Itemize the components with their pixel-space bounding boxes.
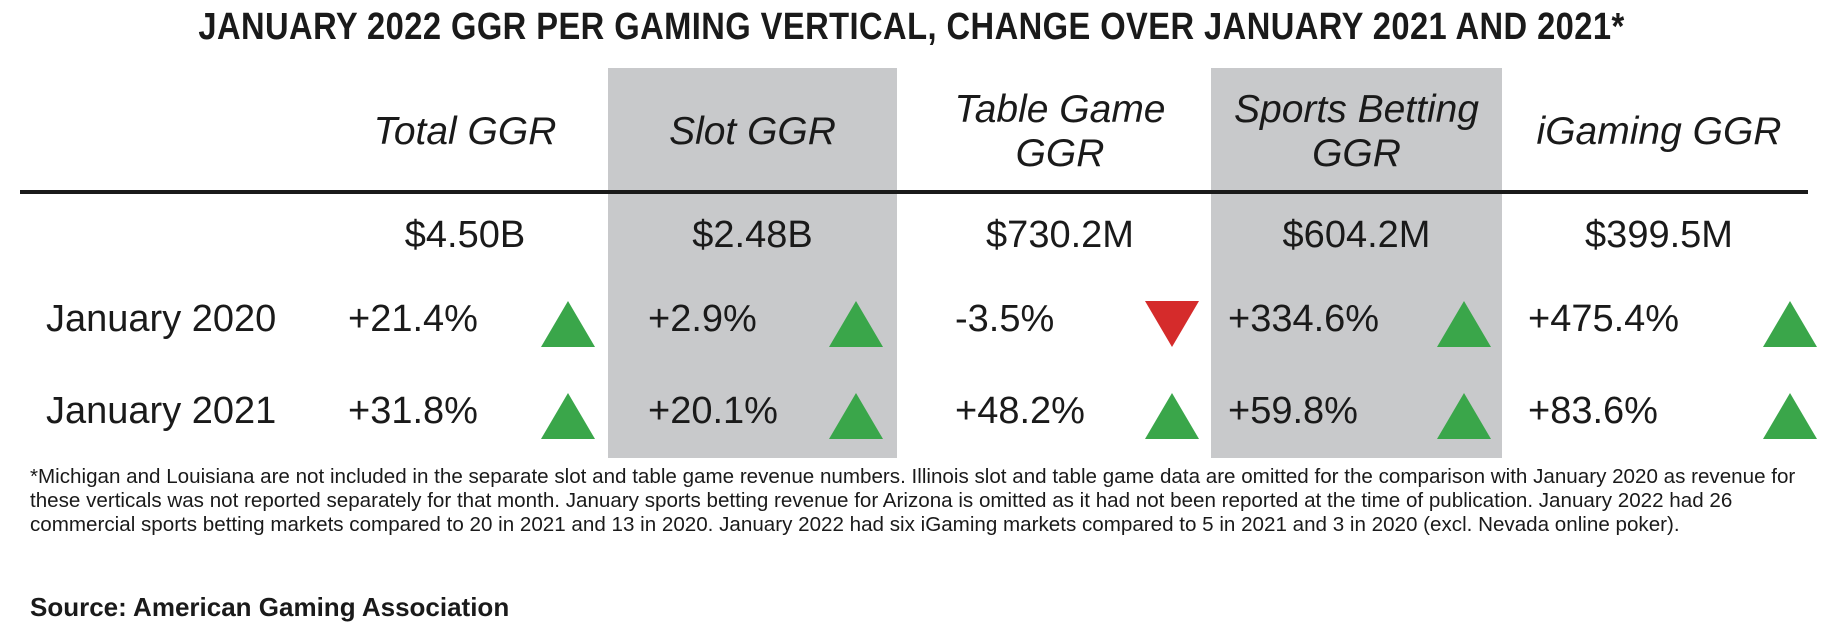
total-value-slot-ggr: $2.48B xyxy=(692,214,813,256)
chart-title: JANUARY 2022 GGR PER GAMING VERTICAL, CH… xyxy=(198,6,1625,48)
up-triangle-icon xyxy=(1145,393,1199,439)
footnote: *Michigan and Louisiana are not included… xyxy=(30,465,1796,536)
down-triangle-icon xyxy=(1145,301,1199,347)
column-header-slot-ggr: Slot GGR xyxy=(669,110,836,153)
up-triangle-icon xyxy=(541,393,595,439)
row-label-january-2020: January 2020 xyxy=(46,298,277,340)
total-value-sports-betting-ggr: $604.2M xyxy=(1282,214,1431,256)
change-value: +59.8% xyxy=(1228,390,1358,432)
up-triangle-icon xyxy=(1437,393,1491,439)
change-value: +21.4% xyxy=(348,298,478,340)
row-label-january-2021: January 2021 xyxy=(46,390,277,432)
change-value: +20.1% xyxy=(648,390,778,432)
header-rule xyxy=(20,190,1808,194)
up-triangle-icon xyxy=(541,301,595,347)
total-value-total-ggr: $4.50B xyxy=(404,214,526,256)
change-value: -3.5% xyxy=(955,298,1055,340)
column-header-total-ggr: Total GGR xyxy=(373,110,557,153)
total-value-table-game-ggr: $730.2M xyxy=(986,214,1134,256)
column-header-igaming-ggr: iGaming GGR xyxy=(1536,110,1782,153)
change-value: +334.6% xyxy=(1228,298,1380,340)
change-value: +31.8% xyxy=(348,390,478,432)
change-value: +83.6% xyxy=(1528,390,1658,432)
change-value: +2.9% xyxy=(648,298,757,340)
column-header-table-game-ggr: Table Game GGR xyxy=(954,88,1166,175)
up-triangle-icon xyxy=(829,393,883,439)
up-triangle-icon xyxy=(1763,393,1817,439)
up-triangle-icon xyxy=(829,301,883,347)
column-header-sports-betting-ggr: Sports Betting GGR xyxy=(1234,88,1479,175)
source-note: Source: American Gaming Association xyxy=(30,592,510,622)
change-value: +48.2% xyxy=(955,390,1085,432)
up-triangle-icon xyxy=(1437,301,1491,347)
change-value: +475.4% xyxy=(1528,298,1680,340)
total-value-igaming-ggr: $399.5M xyxy=(1585,214,1733,256)
up-triangle-icon xyxy=(1763,301,1817,347)
